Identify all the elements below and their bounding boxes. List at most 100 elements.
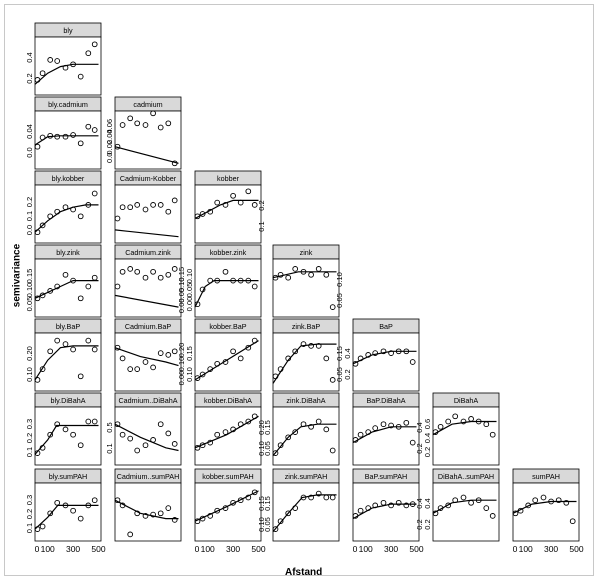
y-tick-label: 0.2 xyxy=(423,447,432,457)
data-point xyxy=(285,355,292,362)
data-point xyxy=(194,444,201,451)
data-point xyxy=(308,343,314,349)
x-tick-label: 300 xyxy=(66,544,80,554)
data-point xyxy=(329,494,336,501)
data-point xyxy=(39,366,46,372)
data-point xyxy=(70,277,76,284)
data-point xyxy=(214,277,221,284)
data-point xyxy=(70,206,76,213)
y-tick-label: 0.10 xyxy=(257,517,266,532)
y-tick-label: 0.15 xyxy=(185,346,194,361)
y-tick-label: 0.0 xyxy=(105,153,114,163)
data-point xyxy=(403,419,410,426)
data-point xyxy=(127,366,134,372)
panel-title: zink xyxy=(300,248,313,257)
y-tick-label: 0.10 xyxy=(257,441,266,456)
data-point xyxy=(540,494,547,501)
data-point xyxy=(119,122,126,128)
data-point xyxy=(85,283,92,290)
data-point xyxy=(171,160,178,167)
panel-box xyxy=(114,184,182,244)
data-point xyxy=(285,434,292,441)
data-point xyxy=(157,202,164,208)
y-tick-label: 0.05 xyxy=(335,293,344,308)
y-tick-label: 0.2 xyxy=(343,369,352,379)
data-point xyxy=(569,518,576,525)
panel-box xyxy=(34,332,102,392)
data-point xyxy=(47,132,54,139)
y-axis-label: semivariance xyxy=(11,243,23,308)
data-point xyxy=(34,229,41,236)
data-point xyxy=(114,215,121,222)
data-point xyxy=(34,377,41,383)
data-point xyxy=(91,346,98,353)
y-tick-label: 0.3 xyxy=(25,419,34,429)
data-point xyxy=(468,499,474,506)
data-point xyxy=(245,418,252,425)
panel-title: kobber.BaP xyxy=(209,322,246,331)
panel-box xyxy=(34,36,102,96)
panel-box xyxy=(114,482,182,542)
data-point xyxy=(315,266,322,272)
data-point xyxy=(70,507,76,514)
y-tick-label: 0.20 xyxy=(25,346,34,361)
data-point xyxy=(134,366,141,372)
x-axis-label: Afstand xyxy=(285,567,323,578)
y-tick-label: 0.05 xyxy=(335,367,344,382)
y-tick-label: 0.4 xyxy=(343,348,352,358)
y-tick-label: 0.10 xyxy=(25,367,34,382)
y-tick-label: 0.05 xyxy=(263,441,272,456)
data-point xyxy=(39,292,46,299)
data-point xyxy=(54,421,61,428)
data-point xyxy=(47,510,54,517)
data-point xyxy=(70,431,76,438)
x-tick-label: 500 xyxy=(569,544,583,554)
data-point xyxy=(277,366,284,372)
panel-box xyxy=(34,406,102,466)
y-tick-label: 0.4 xyxy=(25,52,34,62)
panel-title: BaP.sumPAH xyxy=(365,472,407,481)
panel-box xyxy=(194,184,262,244)
data-point xyxy=(39,222,46,229)
data-point xyxy=(171,266,178,272)
data-point xyxy=(323,426,330,433)
data-point xyxy=(475,497,482,504)
data-point xyxy=(119,502,126,509)
panel-title: zink.BaP xyxy=(292,322,321,331)
y-tick-label: 0.10 xyxy=(335,272,344,287)
data-point xyxy=(157,421,164,428)
data-point xyxy=(372,502,379,509)
x-tick-label: 100 xyxy=(41,544,55,554)
data-point xyxy=(409,359,416,365)
y-tick-label: 0.05 xyxy=(25,297,34,312)
data-point xyxy=(39,523,46,530)
data-point xyxy=(54,58,61,64)
data-point xyxy=(150,364,156,371)
panel-title: DiBahA xyxy=(454,396,479,405)
data-point xyxy=(237,277,244,284)
data-point xyxy=(34,295,41,302)
data-point xyxy=(207,208,214,215)
y-tick-label: 0.00 xyxy=(177,371,186,386)
data-point xyxy=(77,73,84,80)
data-point xyxy=(194,213,201,220)
fitted-model-line xyxy=(114,229,179,238)
y-tick-label: 0.15 xyxy=(263,420,272,435)
data-point xyxy=(114,143,121,150)
data-point xyxy=(142,513,149,519)
data-point xyxy=(142,359,149,365)
data-point xyxy=(285,510,292,517)
y-tick-label: 0.6 xyxy=(423,419,432,429)
panel-box xyxy=(34,482,102,542)
data-point xyxy=(300,494,307,501)
y-tick-label: 0.2 xyxy=(25,73,34,83)
data-point xyxy=(134,268,141,275)
data-point xyxy=(62,271,69,278)
data-point xyxy=(388,422,394,429)
data-point xyxy=(54,337,61,344)
data-point xyxy=(395,423,402,430)
x-tick-label: 100 xyxy=(519,544,533,554)
data-point xyxy=(171,197,178,204)
y-tick-label: 0.2 xyxy=(257,200,266,210)
data-point xyxy=(432,510,439,517)
